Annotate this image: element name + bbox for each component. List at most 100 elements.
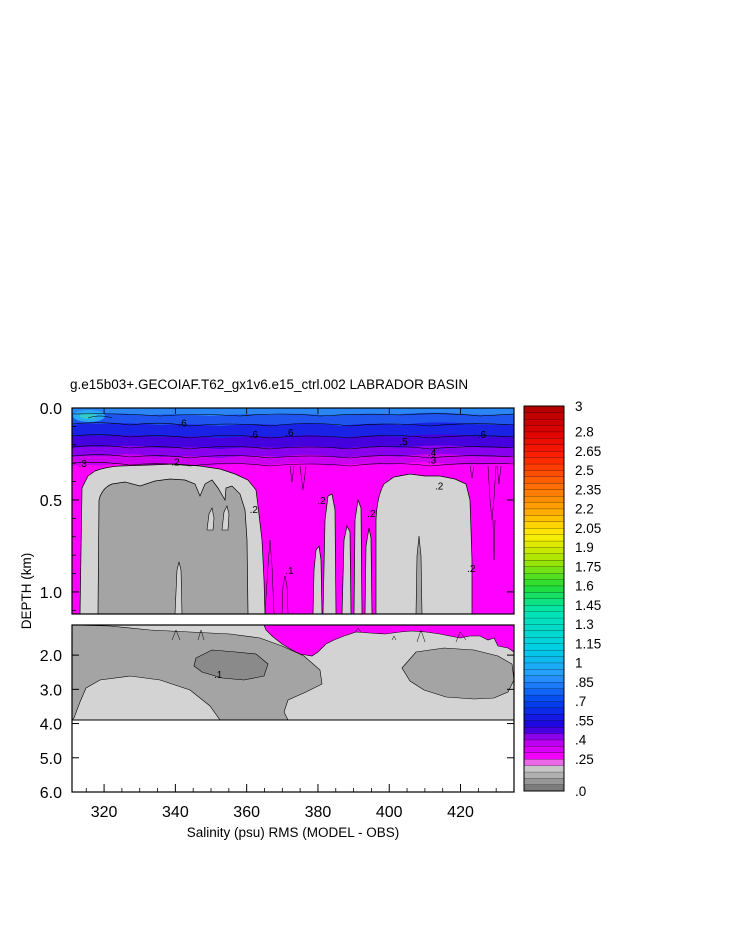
surface-contours <box>72 413 514 467</box>
grey-core-channel-1 <box>174 561 183 614</box>
contour-label: .4 <box>428 448 437 459</box>
colorbar-swatch <box>523 437 565 445</box>
y-tick-label: 6.0 <box>40 785 62 802</box>
contour-label: .1 <box>214 670 223 681</box>
colorbar-label: .4 <box>575 733 587 748</box>
x-tick-label: 400 <box>376 804 403 821</box>
contour-label: .6 <box>478 430 487 441</box>
colorbar-swatch <box>523 598 565 606</box>
colorbar-swatch <box>523 624 565 632</box>
grey-core-channel-3 <box>221 505 230 531</box>
colorbar-label: .0 <box>575 784 586 799</box>
colorbar-label: 1.75 <box>575 559 601 574</box>
colorbar-swatch <box>523 470 565 478</box>
colorbar-swatch <box>523 675 565 683</box>
colorbar-swatch <box>523 662 565 670</box>
colorbar-label: 2.5 <box>575 463 594 478</box>
colorbar-swatch <box>523 784 565 792</box>
upper-panel-frame <box>71 407 515 615</box>
colorbar-swatch <box>523 412 565 420</box>
y-tick-label: 0.0 <box>40 401 62 418</box>
contour-label: .6 <box>285 428 294 439</box>
contour-label: .2 <box>171 457 180 468</box>
grey-finger-1 <box>312 545 323 614</box>
colorbar-swatch <box>523 508 565 516</box>
upper-panel <box>71 407 515 615</box>
colorbar-swatch <box>523 495 565 503</box>
lower-panel <box>71 624 515 793</box>
colorbar-swatch <box>523 405 565 413</box>
colorbar-swatch <box>523 752 565 760</box>
lower-dark-patch-east <box>401 647 514 700</box>
colorbar-swatch <box>523 540 565 548</box>
x-tick-label: 380 <box>305 804 332 821</box>
x-tick-label: 420 <box>447 804 474 821</box>
colorbar <box>523 405 565 792</box>
x-tick-label: 340 <box>162 804 189 821</box>
surface-maximum-core <box>80 413 96 419</box>
colorbar-swatch <box>523 572 565 580</box>
colorbar-swatch <box>523 681 565 689</box>
y-tick-label: 1.0 <box>40 585 62 602</box>
colorbar-swatch <box>523 534 565 542</box>
colorbar-swatch <box>523 566 565 574</box>
colorbar-labels: 3 2.8 2.65 2.5 2.35 2.2 2.05 1.9 1.75 1.6 1.45 1.3 1… <box>575 399 601 799</box>
colorbar-swatch <box>523 758 565 766</box>
colorbar-swatch <box>523 617 565 625</box>
contour-label: .6 <box>250 430 259 441</box>
colorbar-swatch <box>523 579 565 587</box>
grey-body-east <box>375 473 473 614</box>
colorbar-label: 1.3 <box>575 617 594 632</box>
colorbar-swatch <box>523 739 565 747</box>
colorbar-swatch <box>523 713 565 721</box>
colorbar-label: 1.45 <box>575 598 601 613</box>
contour-label: .2 <box>317 496 326 507</box>
colorbar-swatch <box>523 450 565 458</box>
colorbar-swatch <box>523 771 565 779</box>
grey-finger-2 <box>322 493 337 614</box>
colorbar-label: 2.65 <box>575 444 601 459</box>
colorbar-swatch <box>523 489 565 497</box>
y-tick-label: 2.0 <box>40 648 62 665</box>
colorbar-label: .85 <box>575 675 594 690</box>
colorbar-label: 3 <box>575 399 583 414</box>
colorbar-swatch <box>523 733 565 741</box>
x-axis: 320 340 360 380 400 420 <box>85 408 515 821</box>
contour-label-group: .6.6.6.6.5.4.3.3.2.2.2.2.2.2.1.1 <box>79 419 487 681</box>
colorbar-swatch <box>523 720 565 728</box>
colorbar-swatch <box>523 636 565 644</box>
contour-label: .6 <box>178 419 187 430</box>
colorbar-swatch <box>523 765 565 773</box>
colorbar-label: .55 <box>575 713 594 728</box>
colorbar-label: 2.35 <box>575 482 601 497</box>
contour-label: .2 <box>435 481 444 492</box>
colorbar-frame <box>523 405 565 792</box>
colorbar-swatch <box>523 463 565 471</box>
colorbar-swatch <box>523 611 565 619</box>
contour-label: .3 <box>79 459 88 470</box>
y-tick-label: 3.0 <box>40 682 62 699</box>
colorbar-swatch <box>523 502 565 510</box>
colorbar-swatch <box>523 649 565 657</box>
magenta-contours <box>264 465 502 614</box>
colorbar-swatch <box>523 457 565 465</box>
colorbar-swatch <box>523 604 565 612</box>
colorbar-swatch <box>523 668 565 676</box>
y-axis-upper: 0.0 0.5 1.0 <box>40 401 514 611</box>
contour-label: .5 <box>399 437 408 448</box>
colorbar-swatch <box>523 656 565 664</box>
colorbar-swatch <box>523 418 565 426</box>
colorbar-label: 2.05 <box>575 521 601 536</box>
grey-channel-east <box>415 535 423 614</box>
colorbar-swatch <box>523 707 565 715</box>
colorbar-label: 1.15 <box>575 636 601 651</box>
colorbar-label: .7 <box>575 694 586 709</box>
colorbar-label: .25 <box>575 752 594 767</box>
colorbar-swatch <box>523 585 565 593</box>
grey-finger-3 <box>341 524 352 614</box>
colorbar-swatch <box>523 514 565 522</box>
colorbar-swatch <box>523 630 565 638</box>
grey-finger-4 <box>353 498 363 614</box>
colorbar-swatch <box>523 482 565 490</box>
colorbar-swatch <box>523 778 565 786</box>
